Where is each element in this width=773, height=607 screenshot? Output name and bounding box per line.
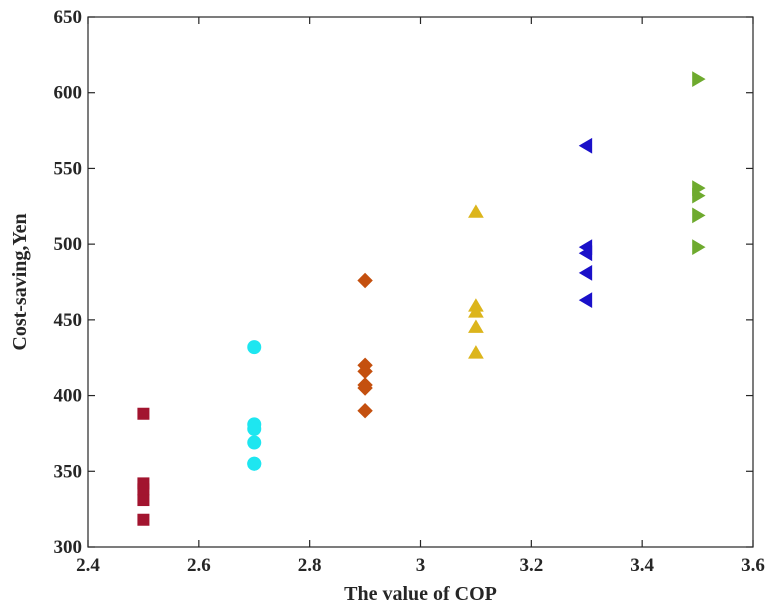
data-point-triangle-up — [468, 304, 484, 318]
data-point-triangle-right — [692, 71, 706, 87]
data-point-triangle-right — [692, 207, 706, 224]
y-tick-label: 350 — [54, 461, 83, 482]
y-tick-label: 650 — [54, 7, 83, 28]
y-axis-ticks: 300 350 400 450 500 550 600 650 — [54, 7, 753, 558]
data-point-diamond — [357, 272, 373, 289]
data-point-diamond — [357, 380, 373, 396]
data-point-triangle-left — [578, 137, 593, 154]
data-point-triangle-left — [578, 265, 593, 281]
data-point-circle — [247, 435, 262, 450]
y-tick-label: 400 — [54, 386, 83, 407]
data-point-triangle-up — [468, 319, 484, 333]
data-point-triangle-up — [468, 204, 484, 218]
data-points — [137, 71, 706, 526]
x-tick-label: 3.2 — [519, 555, 543, 576]
y-tick-label: 600 — [54, 83, 83, 104]
data-point-triangle-right — [692, 187, 706, 204]
y-tick-label: 550 — [54, 158, 83, 179]
data-point-square — [137, 407, 150, 420]
data-point-circle — [247, 340, 262, 355]
x-tick-label: 3.4 — [630, 555, 654, 576]
x-axis-label: The value of COP — [344, 583, 497, 605]
data-point-square — [137, 513, 150, 526]
x-tick-label: 2.4 — [76, 555, 100, 576]
x-tick-label: 2.8 — [298, 555, 322, 576]
data-point-triangle-right — [692, 239, 706, 256]
data-point-circle — [247, 456, 262, 471]
y-tick-label: 500 — [54, 234, 83, 255]
y-tick-label: 450 — [54, 310, 83, 331]
x-tick-label: 3 — [416, 555, 426, 576]
data-point-square — [137, 494, 150, 507]
data-point-triangle-left — [578, 245, 593, 262]
data-point-diamond — [357, 403, 373, 419]
y-tick-label: 300 — [54, 537, 83, 558]
y-axis-label: Cost-saving,Yen — [9, 213, 31, 350]
data-point-triangle-left — [578, 292, 593, 309]
plot-area — [87, 16, 754, 548]
x-axis-ticks: 2.4 2.6 2.8 3 3.2 3.4 3.6 — [76, 17, 765, 576]
data-point-triangle-up — [468, 345, 484, 359]
data-point-circle — [247, 421, 262, 436]
data-point-square — [137, 483, 150, 496]
x-tick-label: 3.6 — [741, 555, 765, 576]
x-tick-label: 2.6 — [187, 555, 211, 576]
